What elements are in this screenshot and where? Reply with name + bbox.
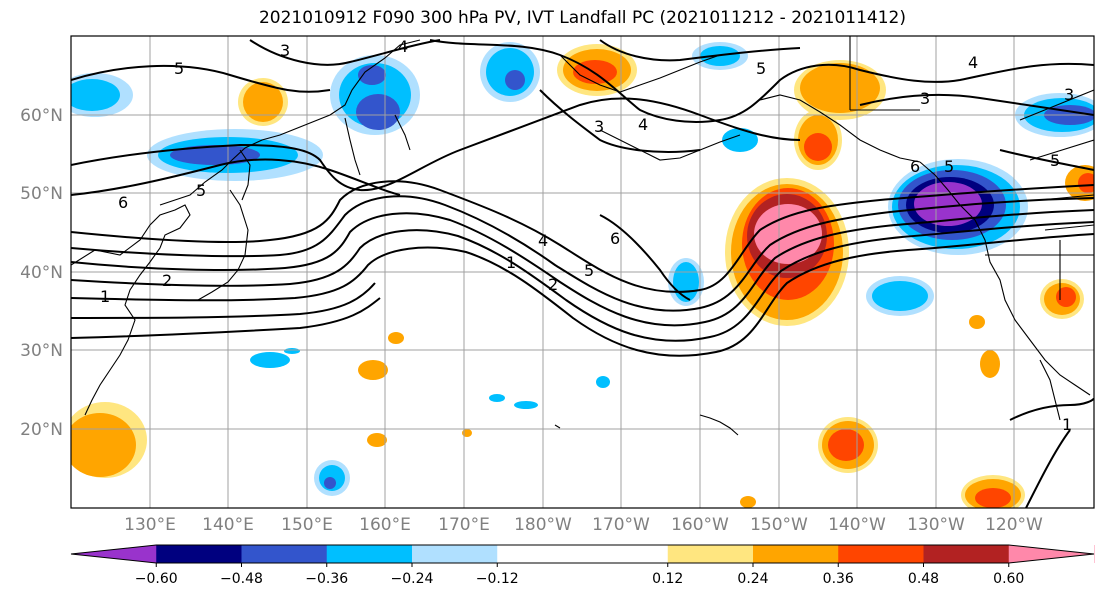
contour-label: 4 — [638, 115, 648, 134]
contour-label: 1 — [100, 287, 110, 306]
lon-label: 150°W — [750, 515, 808, 535]
colorbar-tick-label: −0.12 — [476, 571, 519, 587]
lat-label-20n: 20°N — [20, 420, 63, 440]
lon-label: 130°E — [124, 515, 176, 535]
contour-labels: 5 3 4 3 4 5 3 5 6 5 4 6 1 2 5 1 2 1 6 5 … — [100, 37, 1074, 434]
colorbar-tick-label: 0.36 — [823, 571, 854, 587]
lon-label: 160°E — [359, 515, 411, 535]
graticule — [71, 36, 1094, 508]
colorbar-tick-label: −0.36 — [305, 571, 348, 587]
contour-label: 1 — [1062, 415, 1072, 434]
contour-label: 5 — [196, 181, 206, 200]
colorbar-tick-label: 0.24 — [737, 571, 768, 587]
colorbar-tick-label: −0.48 — [220, 571, 263, 587]
contour-label: 4 — [538, 231, 548, 250]
colorbar-cell — [497, 545, 583, 563]
lat-label-30n: 30°N — [20, 341, 63, 361]
colorbar-tick-label: −0.60 — [135, 571, 178, 587]
lon-label: 130°W — [907, 515, 965, 535]
colorbar-cell — [923, 545, 1010, 563]
colorbar-cell — [667, 545, 754, 563]
contour-label: 4 — [968, 53, 978, 72]
longitude-labels: 130°E 140°E 150°E 160°E 170°E 180°W 170°… — [124, 515, 1043, 535]
contour-label: 1 — [506, 253, 516, 272]
colorbar-cell — [241, 545, 328, 563]
contour-label: 3 — [594, 117, 604, 136]
lon-label: 170°E — [438, 515, 490, 535]
contour-label: 4 — [398, 37, 408, 56]
colorbar-tick-label: −0.24 — [391, 571, 434, 587]
contour-label: 6 — [118, 193, 128, 212]
contour-label: 6 — [910, 157, 920, 176]
colorbar-cell — [412, 545, 498, 563]
colorbar-cell — [582, 545, 669, 563]
lon-label: 170°W — [592, 515, 650, 535]
lon-label: 120°W — [985, 515, 1043, 535]
contour-label: 6 — [610, 229, 620, 248]
lat-label-60n: 60°N — [20, 106, 63, 126]
coastlines — [71, 36, 1094, 436]
contour-label: 5 — [756, 59, 766, 78]
contour-label: 5 — [1050, 151, 1060, 170]
map-frame — [70, 35, 1095, 509]
contour-label: 3 — [280, 41, 290, 60]
lon-label: 180°W — [514, 515, 572, 535]
lon-label: 160°W — [671, 515, 729, 535]
contour-label: 3 — [1064, 85, 1074, 104]
colorbar: −0.60 −0.48 −0.36 −0.24 −0.12 0.12 0.24 0.36 0.4… — [70, 544, 1095, 587]
colorbar-cell — [326, 545, 413, 563]
contour-label: 5 — [944, 157, 954, 176]
lon-label: 140°W — [828, 515, 886, 535]
colorbar-cell — [838, 545, 924, 563]
lon-label: 150°E — [281, 515, 333, 535]
contour-label: 2 — [548, 275, 558, 294]
colorbar-cell — [753, 545, 839, 563]
colorbar-tick-label: 0.60 — [993, 571, 1024, 587]
colorbar-tick-label: 0.48 — [908, 571, 939, 587]
lat-label-50n: 50°N — [20, 184, 63, 204]
colorbar-tick-label: 0.12 — [652, 571, 683, 587]
contour-label: 2 — [162, 271, 172, 290]
colorbar-cell — [156, 545, 242, 563]
map-title: 2021010912 F090 300 hPa PV, IVT Landfall… — [258, 8, 906, 28]
contour-label: 5 — [584, 261, 594, 280]
contour-label: 5 — [174, 59, 184, 78]
latitude-labels: 60°N 50°N 40°N 30°N 20°N — [20, 106, 63, 440]
contour-label: 3 — [920, 89, 930, 108]
lat-label-40n: 40°N — [20, 263, 63, 283]
lon-label: 140°E — [202, 515, 254, 535]
